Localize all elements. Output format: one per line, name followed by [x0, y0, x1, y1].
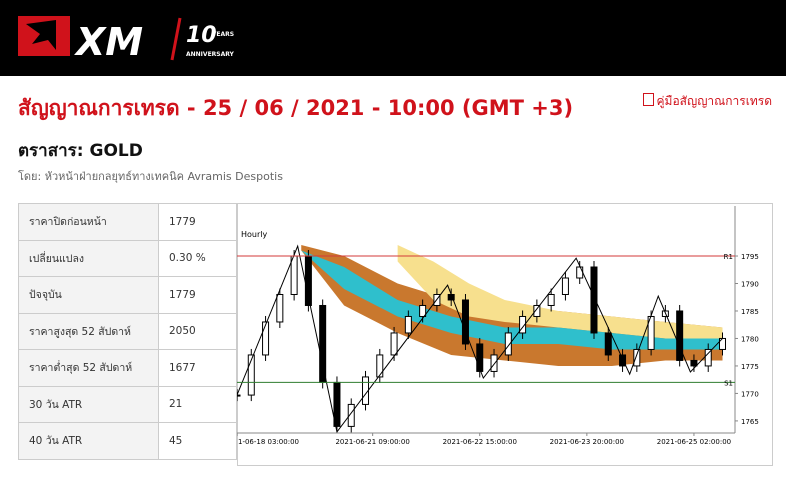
logo: XM 10 YEARS ANNIVERSARY	[18, 16, 235, 64]
candle	[690, 359, 698, 367]
candle	[633, 348, 641, 367]
row-label: 30 วัน ATR	[18, 385, 159, 423]
guide-link-text[interactable]: คู่มือสัญญาณการเทรด	[656, 94, 773, 108]
anniversary-label: ANNIVERSARY	[186, 51, 235, 58]
y-tick-label: 1765	[741, 418, 759, 426]
anniversary-years: YEARS	[211, 31, 234, 38]
candle	[319, 304, 327, 383]
pdf-icon	[642, 93, 654, 106]
y-tick-label: 1780	[741, 335, 759, 343]
table-row: ปัจจุบัน 1779	[18, 276, 237, 314]
row-value: 1677	[158, 349, 237, 387]
candle	[590, 266, 598, 334]
candle	[290, 255, 298, 295]
candle	[476, 343, 484, 372]
row-value: 1779	[158, 203, 237, 241]
candle	[376, 354, 384, 378]
zigzag-line	[237, 244, 723, 433]
y-tick-label: 1790	[741, 280, 759, 288]
y-tick-label: 1775	[741, 363, 759, 371]
row-value: 2050	[158, 312, 237, 350]
candle	[247, 354, 255, 396]
candle	[419, 304, 427, 317]
x-tick-label: 2021-06-21 09:00:00	[335, 438, 409, 446]
candle	[262, 321, 270, 356]
level-label: S1	[724, 379, 733, 387]
x-tick-label: 2021-06-23 20:00:00	[550, 438, 624, 446]
table-row: ราคาสูงสุด 52 สัปดาห์ 2050	[18, 312, 237, 350]
header-bar: XM 10 YEARS ANNIVERSARY	[0, 0, 786, 76]
candle	[676, 310, 684, 361]
candle	[604, 332, 612, 356]
price-chart: Hourly R1 S1 1765 1770 1775 1780 1785 1790 1795 1…	[237, 203, 773, 466]
row-value: 21	[158, 385, 237, 423]
table-row: ราคาปิดก่อนหน้า 1779	[18, 203, 237, 241]
candle	[576, 266, 584, 279]
row-label: ปัจจุบัน	[18, 276, 159, 314]
y-tick-label: 1785	[741, 308, 759, 316]
row-label: 40 วัน ATR	[18, 422, 159, 460]
candle	[704, 348, 712, 367]
candle	[461, 299, 469, 345]
candle	[490, 354, 498, 372]
candle	[390, 332, 398, 356]
candle	[404, 315, 412, 334]
indicator-band	[397, 245, 723, 344]
candle	[276, 293, 284, 323]
candle	[504, 332, 512, 356]
candle	[619, 354, 627, 367]
x-tick-label: 1-06-18 03:00:00	[238, 438, 299, 446]
level-label: R1	[724, 253, 733, 261]
table-row: ราคาต่ำสุด 52 สัปดาห์ 1677	[18, 349, 237, 387]
guide-link[interactable]: คู่มือสัญญาณการเทรด	[642, 92, 773, 111]
row-value: 0.30 %	[158, 239, 237, 277]
logo-text: XM	[74, 20, 143, 64]
page-title: สัญญาณการเทรด - 25 / 06 / 2021 - 10:00 (…	[18, 96, 574, 120]
row-value: 45	[158, 422, 237, 460]
candle	[347, 403, 355, 427]
table-row: เปลี่ยนแปลง 0.30 %	[18, 239, 237, 277]
candle	[519, 315, 527, 334]
table-row: 40 วัน ATR 45	[18, 422, 237, 460]
logo-divider	[170, 17, 182, 61]
candle	[237, 394, 241, 397]
stats-table: ราคาปิดก่อนหน้า 1779 เปลี่ยนแปลง 0.30 % ปัจจ…	[18, 203, 237, 460]
row-label: ราคาสูงสุด 52 สัปดาห์	[18, 312, 159, 350]
logo-bull	[26, 20, 56, 50]
instrument: ตราสาร: GOLD	[18, 141, 143, 161]
anniversary-number: 10	[186, 23, 217, 48]
y-tick-label: 1770	[741, 390, 759, 398]
candle	[533, 304, 541, 317]
row-value: 1779	[158, 276, 237, 314]
y-tick-label: 1795	[741, 253, 759, 261]
candle	[547, 293, 555, 306]
timeframe-label: Hourly	[241, 230, 267, 239]
candle	[561, 277, 569, 295]
row-label: ราคาต่ำสุด 52 สัปดาห์	[18, 349, 159, 387]
row-label: เปลี่ยนแปลง	[18, 239, 159, 277]
table-row: 30 วัน ATR 21	[18, 385, 237, 423]
author: โดย: หัวหน้าฝ่ายกลยุทธ์ทางเทคนิค Avramis…	[18, 170, 283, 183]
row-label: ราคาปิดก่อนหน้า	[18, 203, 159, 241]
x-tick-label: 2021-06-22 15:00:00	[443, 438, 517, 446]
x-tick-label: 2021-06-25 02:00:00	[657, 438, 731, 446]
